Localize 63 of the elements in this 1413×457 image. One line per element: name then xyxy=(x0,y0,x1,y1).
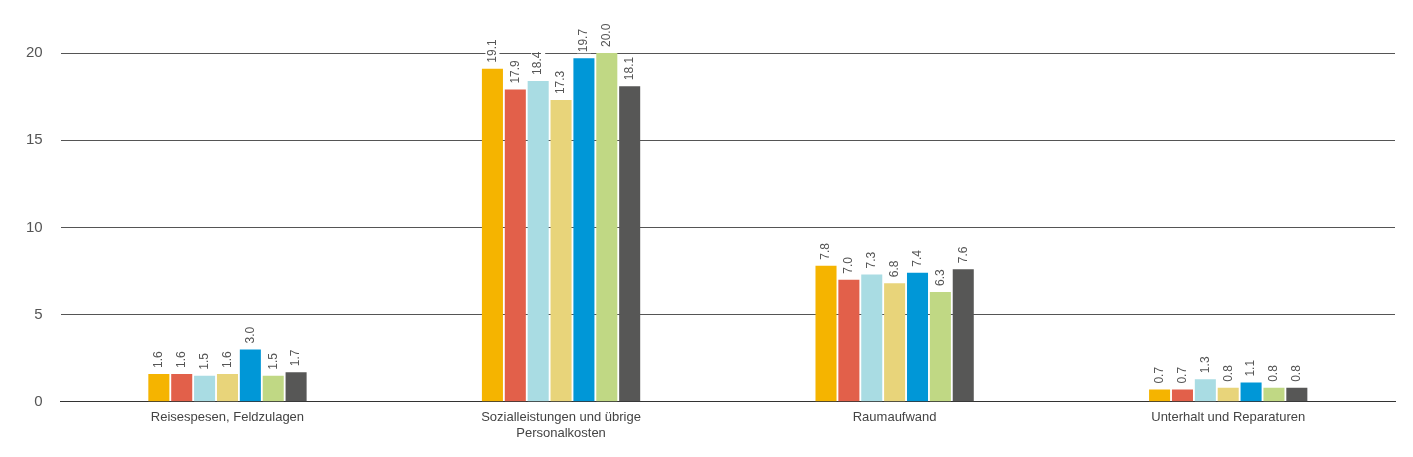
bar xyxy=(148,373,170,402)
bar xyxy=(1286,387,1308,402)
bar xyxy=(1240,382,1262,402)
bar xyxy=(1194,379,1216,402)
data-label: 0.8 xyxy=(1220,364,1235,382)
bar xyxy=(285,372,307,402)
bar xyxy=(527,80,549,402)
bar xyxy=(550,100,572,402)
bar xyxy=(262,375,284,402)
bar xyxy=(504,89,526,402)
data-label: 0.7 xyxy=(1151,366,1166,384)
bar xyxy=(596,53,618,402)
data-label: 1.6 xyxy=(219,350,234,368)
x-tick-label: Unterhalt und Reparaturen xyxy=(1151,409,1306,425)
data-label: 0.8 xyxy=(1289,364,1304,382)
bar xyxy=(239,349,261,402)
data-label: 0.7 xyxy=(1174,366,1189,384)
bar xyxy=(838,279,860,402)
data-label: 19.7 xyxy=(576,28,591,53)
data-label: 7.3 xyxy=(864,251,879,269)
x-tick-label: Reisespesen, Feldzulagen xyxy=(150,409,305,425)
data-label: 20.0 xyxy=(599,23,614,47)
data-label: 1.1 xyxy=(1243,359,1258,377)
y-tick-label: 0 xyxy=(34,391,43,409)
bar xyxy=(481,68,503,402)
data-label: 18.4 xyxy=(530,51,545,75)
data-label: 17.3 xyxy=(553,70,568,95)
data-label: 7.6 xyxy=(955,246,970,264)
bar xyxy=(573,58,595,402)
data-label: 17.9 xyxy=(507,59,522,84)
bar xyxy=(1149,389,1171,402)
data-label: 7.8 xyxy=(818,242,833,260)
bar xyxy=(194,375,216,402)
bar xyxy=(1263,387,1285,402)
data-label: 3.0 xyxy=(242,326,257,344)
x-tick-label: Raumaufwand xyxy=(852,409,937,425)
data-label: 19.1 xyxy=(484,39,499,63)
data-label: 1.3 xyxy=(1197,356,1212,374)
data-label: 1.6 xyxy=(151,350,166,368)
data-label: 1.7 xyxy=(288,349,303,367)
data-label: 1.5 xyxy=(265,352,280,370)
bar xyxy=(216,373,238,402)
bar xyxy=(171,373,193,402)
bar xyxy=(884,283,906,402)
bar xyxy=(906,272,929,402)
bar xyxy=(861,274,883,402)
bar xyxy=(1217,387,1239,402)
data-label: 1.5 xyxy=(196,352,211,370)
data-label: 7.0 xyxy=(841,256,856,274)
data-label: 18.1 xyxy=(621,56,636,81)
y-tick-label: 10 xyxy=(26,217,43,235)
x-tick-label: Sozialleistungen und übrige Personalkosten xyxy=(481,409,641,440)
y-tick-label: 15 xyxy=(26,130,43,148)
data-label: 7.4 xyxy=(909,249,924,267)
bar xyxy=(815,265,837,402)
data-label: 6.3 xyxy=(932,268,947,286)
y-tick-label: 20 xyxy=(26,43,43,61)
bar xyxy=(929,291,951,402)
data-label: 6.8 xyxy=(886,260,901,278)
bar xyxy=(1171,389,1193,402)
data-label: 0.8 xyxy=(1266,364,1281,382)
y-tick-label: 5 xyxy=(34,304,43,322)
data-label: 1.6 xyxy=(174,350,189,368)
